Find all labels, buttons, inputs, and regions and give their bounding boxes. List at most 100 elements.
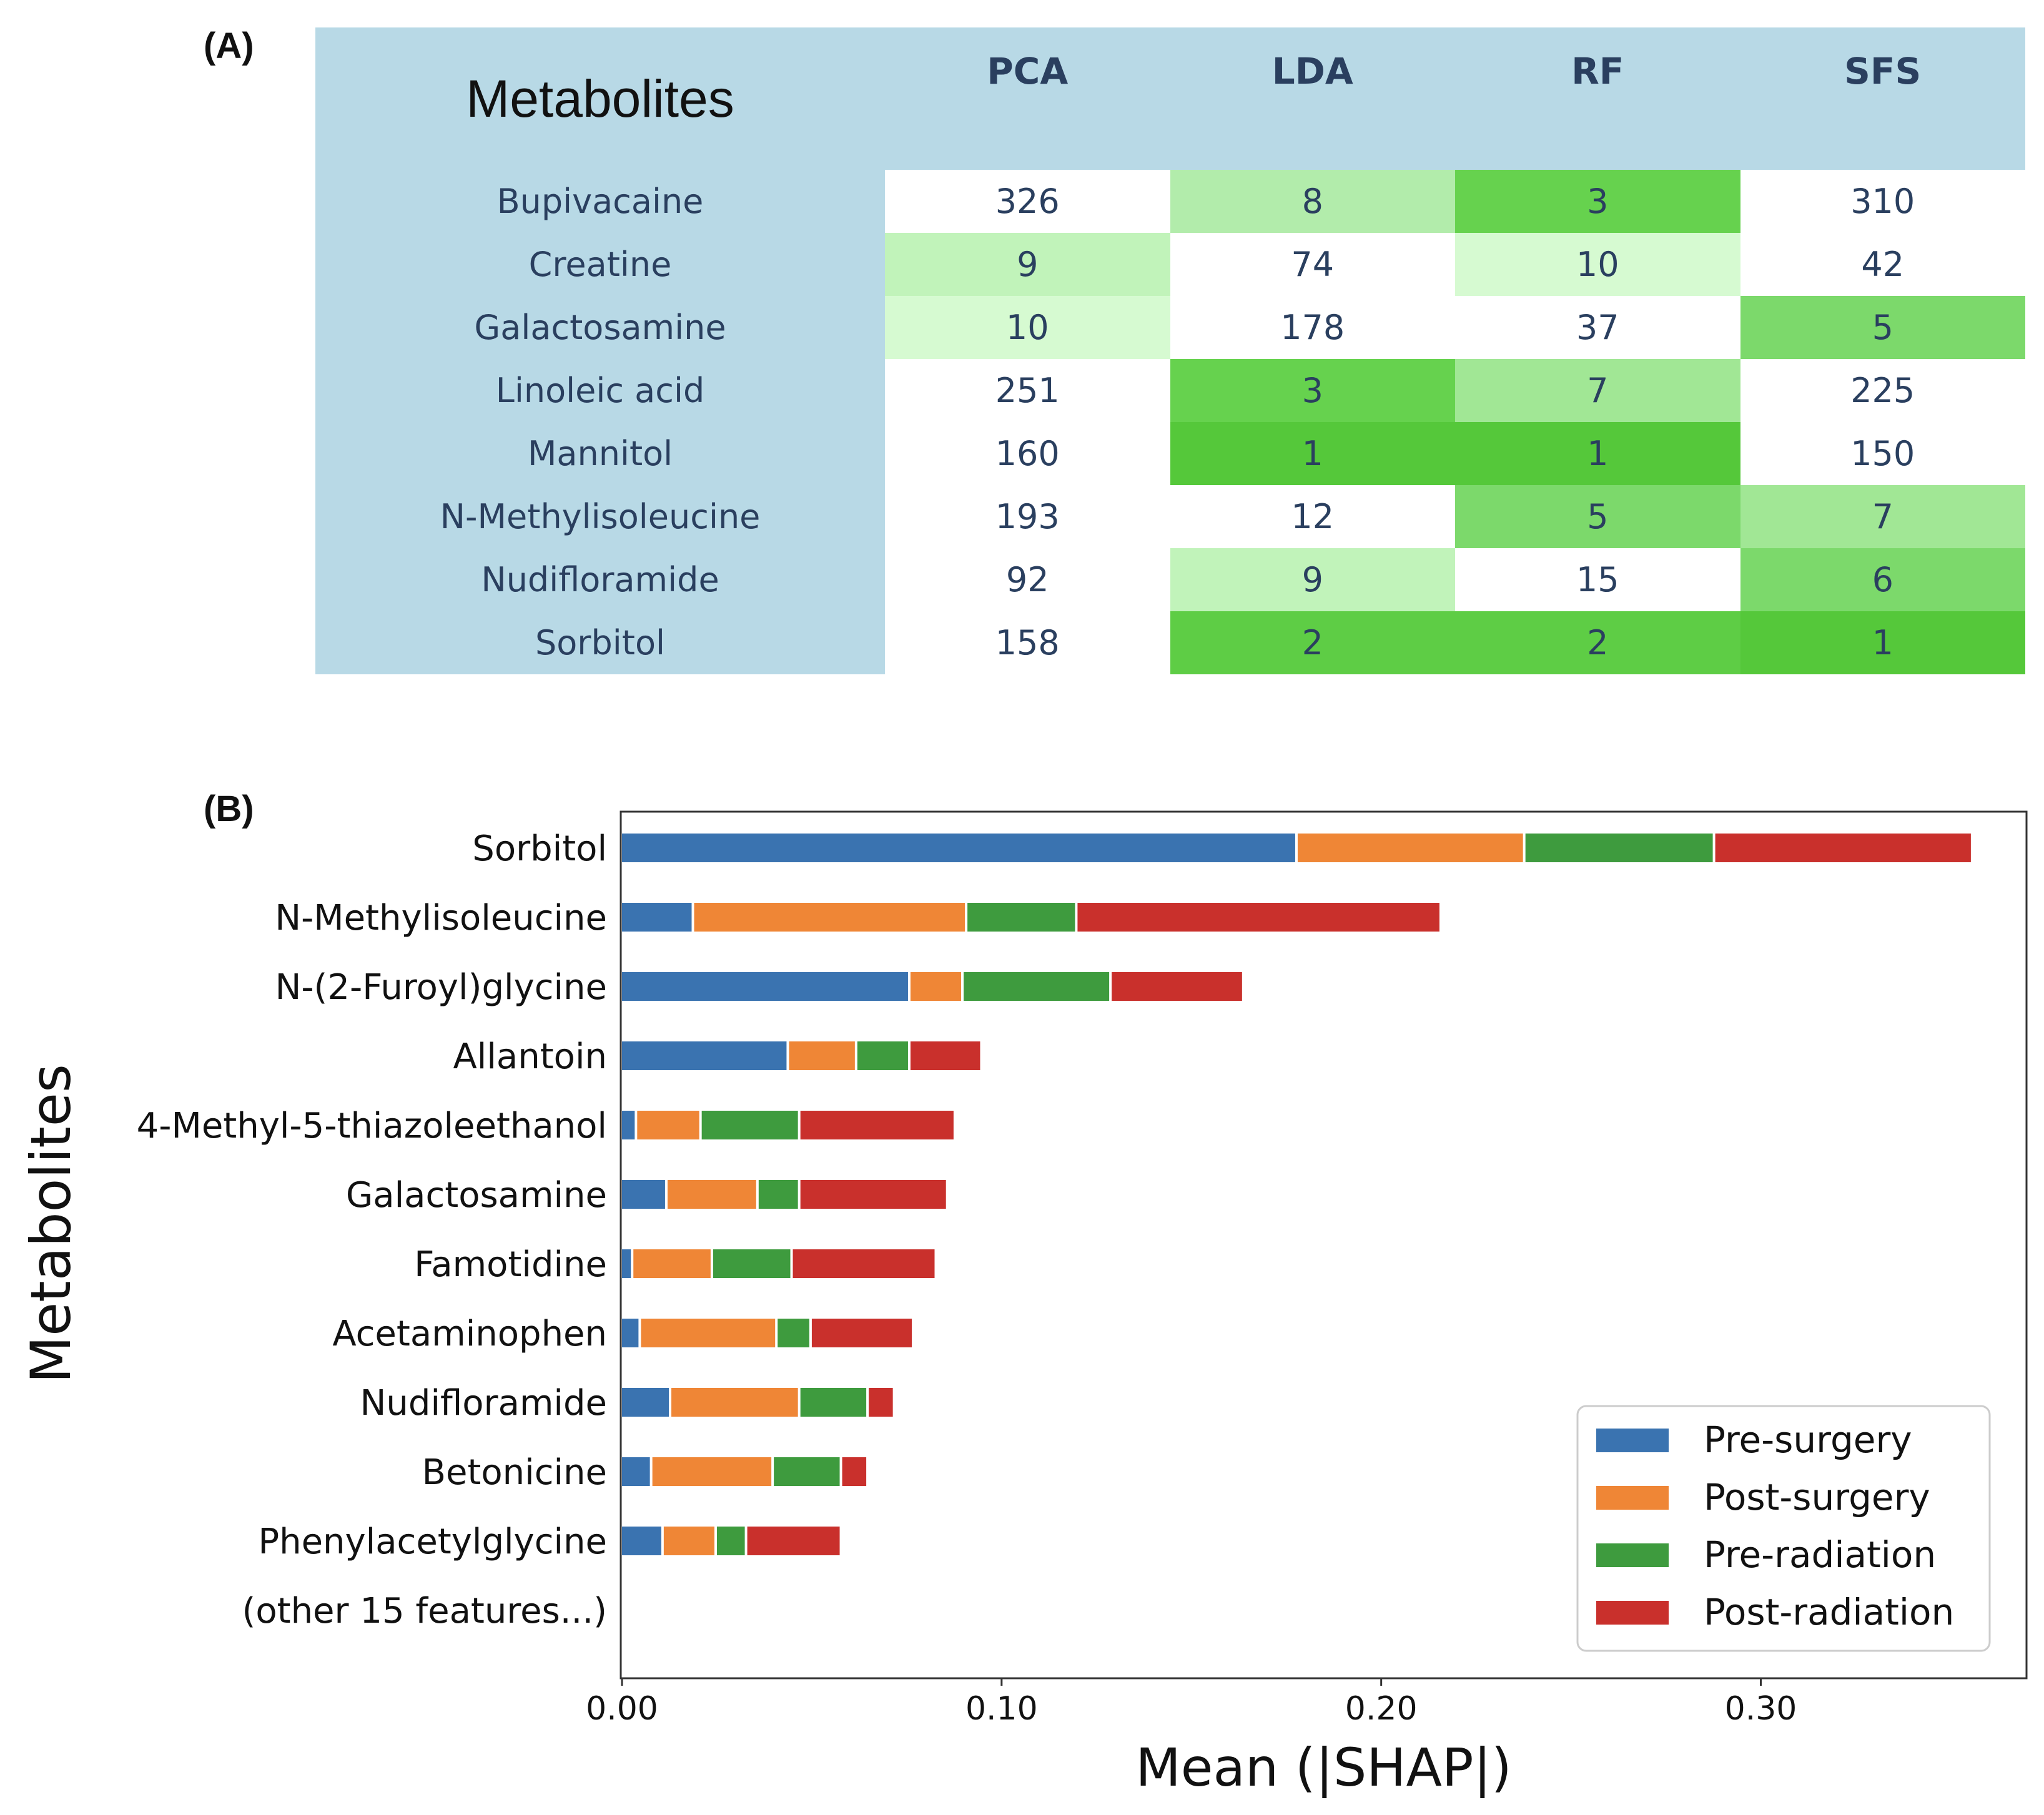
legend-box [1576,1405,1991,1652]
bar-segment [1525,834,1713,862]
bar-segment [800,1388,867,1417]
bar-segment [713,1249,791,1278]
table-cell: 37 [1455,296,1740,359]
bar-segment [800,1111,954,1139]
bar-segment [800,1180,946,1209]
table-cell: 7 [1455,359,1740,422]
bar-segment [869,1388,893,1417]
y-tick-label: (other 15 features...) [242,1591,608,1631]
panel-b-label: (B) [204,789,254,829]
table-row-name: Linoleic acid [495,371,705,410]
table-column-header-rf: RF [1571,50,1624,92]
table-cell: 9 [885,233,1170,296]
table-cell: 160 [885,422,1170,485]
legend-swatch [1596,1543,1669,1567]
bar-segment [633,1249,711,1278]
y-tick-label: 4-Methyl-5-thiazoleethanol [137,1106,607,1146]
table-cell: 6 [1740,548,2025,611]
bar-segment [811,1319,912,1347]
bar-segment [694,903,965,932]
y-tick-label: Famotidine [414,1244,607,1285]
x-tick-label: 0.30 [1725,1690,1797,1728]
shap-chart: Sorbitol N-Methylisoleucine N-(2-Furoyl)gl… [19,810,2028,1798]
x-tick-label: 0.20 [1345,1690,1418,1728]
table-cell: 3 [1170,359,1455,422]
x-tick-label: 0.00 [586,1690,658,1728]
table-cell: 178 [1170,296,1455,359]
y-tick-label: Phenylacetylglycine [258,1522,607,1562]
bar-segment [637,1111,699,1139]
table-row-name: Nudifloramide [481,560,719,599]
table-cell: 225 [1740,359,2025,422]
bar-segment [1297,834,1523,862]
y-tick-label: Nudifloramide [360,1383,607,1424]
table-name-column-bg [315,170,885,674]
y-tick-label: Betonicine [422,1452,607,1493]
table-column-header-lda: LDA [1271,50,1353,92]
bar-segment [641,1319,776,1347]
legend-label: Pre-surgery [1704,1419,1912,1461]
table-cell: 3 [1455,170,1740,233]
table-cell: 2 [1455,611,1740,674]
bar-segment [789,1041,855,1070]
table-row-name: Bupivacaine [496,182,704,221]
table-cell: 326 [885,170,1170,233]
table-cell: 193 [885,485,1170,548]
bar-segment [774,1457,840,1486]
bar-segment [622,1249,631,1278]
table-cell: 10 [885,296,1170,359]
bar-segment [778,1319,809,1347]
legend-label: Post-surgery [1704,1476,1930,1518]
table-cell: 8 [1170,170,1455,233]
table-cell: 42 [1740,233,2025,296]
table-header-title: Metabolites [466,69,734,128]
legend-swatch [1596,1486,1669,1510]
legend-swatch [1596,1429,1669,1452]
bar-segment [910,972,962,1001]
legend-label: Pre-radiation [1704,1533,1936,1576]
bar-segment [622,1388,669,1417]
y-tick-label: Sorbitol [472,829,607,869]
bar-segment [857,1041,908,1070]
plot-frame [620,810,2028,1680]
panel-a-label: (A) [204,26,254,66]
bar-segment [910,1041,980,1070]
table-cell: 1 [1170,422,1455,485]
table-cell: 12 [1170,485,1455,548]
bar-segment [716,1527,745,1555]
table-row-name: Sorbitol [535,623,665,662]
table-cell: 2 [1170,611,1455,674]
bar-segment [622,1457,650,1486]
x-tick-label: 0.10 [965,1690,1038,1728]
table-row-name: Creatine [528,245,672,284]
table-cell: 74 [1170,233,1455,296]
bar-segment [622,1041,787,1070]
table-row-name: Galactosamine [474,308,726,347]
bar-segment [701,1111,798,1139]
y-tick-label: N-Methylisoleucine [275,898,607,938]
bar-segment [622,1527,661,1555]
bar-segment [671,1388,798,1417]
bar-segment [747,1527,840,1555]
table-cell: 150 [1740,422,2025,485]
bar-segment [758,1180,798,1209]
table-header-bg [315,27,2025,170]
table-cell: 15 [1455,548,1740,611]
table-cell: 1 [1740,611,2025,674]
bar-segment [964,972,1110,1001]
bar-segment [1077,903,1439,932]
y-tick-label: Allantoin [453,1036,607,1077]
bar-segment [1715,834,1971,862]
table-cell: 10 [1455,233,1740,296]
x-axis-label: Mean (|SHAP|) [1135,1737,1511,1798]
table-cell: 7 [1740,485,2025,548]
y-tick-label: N-(2-Furoyl)glycine [275,967,607,1008]
table-column-header-pca: PCA [987,50,1069,92]
table-cell: 9 [1170,548,1455,611]
legend-label: Post-radiation [1704,1591,1954,1633]
bar-segment [652,1457,772,1486]
table-cell: 251 [885,359,1170,422]
bar-segment [1112,972,1242,1001]
legend-swatch [1596,1601,1669,1625]
table-row-name: N-Methylisoleucine [440,497,761,536]
